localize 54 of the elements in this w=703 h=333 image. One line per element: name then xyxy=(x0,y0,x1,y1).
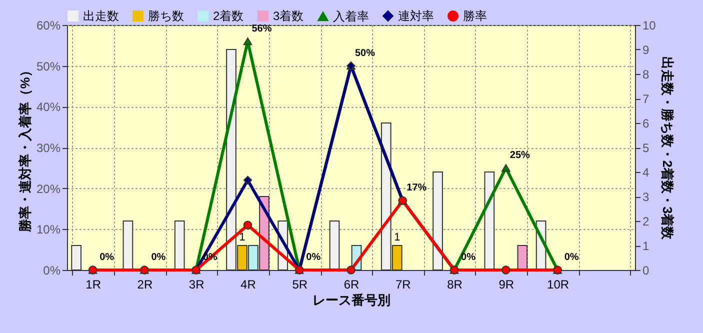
x-tick-label: 4R xyxy=(240,278,256,292)
legend-label: 入着率 xyxy=(333,9,369,24)
x-axis-title: レース番号別 xyxy=(312,292,390,308)
x-tick-label: 10R xyxy=(547,278,570,292)
x-tick-label: 5R xyxy=(292,278,308,292)
point xyxy=(243,220,252,230)
data-label: 0% xyxy=(461,252,476,263)
y-tick-label: 20% xyxy=(36,182,61,196)
y2-tick-label: 8 xyxy=(642,68,650,82)
point xyxy=(243,37,252,46)
y2-axis-title: 出走数・勝ち数・2着数・3着数 xyxy=(660,56,675,241)
y-tick-label: 40% xyxy=(36,100,61,114)
y2-tick-label: 5 xyxy=(642,141,650,155)
y-tick-label: 30% xyxy=(36,141,61,155)
y2-tick-label: 7 xyxy=(642,92,650,106)
y-tick-label: 50% xyxy=(36,59,61,74)
data-label: 25% xyxy=(510,150,530,161)
y2-tick-label: 9 xyxy=(642,43,650,57)
point xyxy=(243,176,252,185)
legend-label: 2着数 xyxy=(213,9,244,23)
x-tick-label: 9R xyxy=(498,278,514,292)
y2-tick-label: 2 xyxy=(642,214,650,228)
data-label: 0% xyxy=(151,252,166,263)
y-tick-label: 60% xyxy=(36,18,61,32)
point xyxy=(502,164,510,172)
x-tick-label: 2R xyxy=(137,278,153,292)
data-label: 17% xyxy=(406,182,427,194)
y2-tick-label: 0 xyxy=(642,264,650,278)
x-tick-label: 1R xyxy=(86,278,102,292)
y-tick-label: 10% xyxy=(36,222,61,237)
data-label: 1 xyxy=(239,232,246,244)
legend-label: 出走数 xyxy=(83,9,119,23)
x-tick-label: 3R xyxy=(188,278,205,292)
x-tick-label: 8R xyxy=(447,278,463,292)
y-tick-label: 0% xyxy=(43,264,61,278)
y2-tick-label: 4 xyxy=(642,166,650,180)
y2-tick-label: 1 xyxy=(642,239,650,253)
y-axis-title: 勝率・連対率・入着率（%） xyxy=(17,64,32,233)
x-tick-label: 7R xyxy=(395,278,412,292)
x-tick-label: 6R xyxy=(344,278,360,292)
y2-tick-label: 6 xyxy=(642,116,650,130)
y2-tick-label: 10 xyxy=(642,18,656,32)
legend-label: 勝ち数 xyxy=(148,9,184,23)
legend-label: 3着数 xyxy=(273,9,304,23)
point xyxy=(346,266,356,274)
data-label: 0% xyxy=(564,252,579,263)
y2-tick-label: 3 xyxy=(642,190,650,204)
data-label: 56% xyxy=(252,23,272,34)
data-label: 0% xyxy=(306,252,321,263)
data-label: 0% xyxy=(100,252,114,263)
data-label: 50% xyxy=(354,48,376,59)
legend-label: 勝率 xyxy=(463,9,487,23)
legend-label: 連対率 xyxy=(398,9,434,23)
data-label: 1 xyxy=(394,232,400,244)
